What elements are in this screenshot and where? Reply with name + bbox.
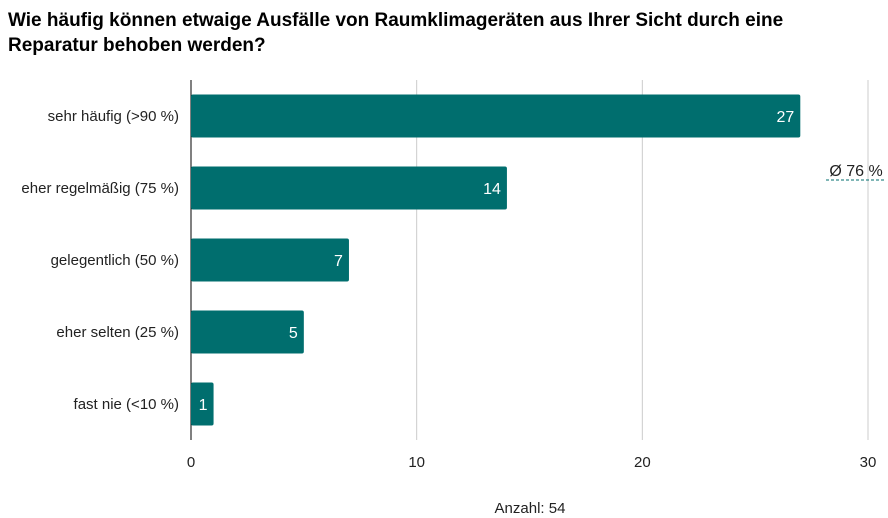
x-tick-label: 30 xyxy=(860,454,877,471)
data-label: 5 xyxy=(289,325,298,342)
category-label-box: sehr häufig (>90 %) xyxy=(47,107,179,125)
y-tick-label: eher selten (25 %) xyxy=(56,323,179,341)
category-label-box: eher regelmäßig (75 %) xyxy=(21,179,179,197)
category-label-box: fast nie (<10 %) xyxy=(73,395,179,413)
data-label: 27 xyxy=(777,109,795,126)
data-label: 1 xyxy=(199,397,208,414)
category-label-box: gelegentlich (50 %) xyxy=(50,251,179,269)
category-label-box: eher selten (25 %) xyxy=(56,323,179,341)
data-label: 7 xyxy=(334,253,343,270)
bar xyxy=(191,166,507,210)
y-tick-label: fast nie (<10 %) xyxy=(73,395,179,413)
x-tick-label: 10 xyxy=(408,454,425,471)
y-tick-label: sehr häufig (>90 %) xyxy=(47,107,179,125)
bar xyxy=(191,310,304,354)
x-axis-label: Anzahl: 54 xyxy=(495,500,566,517)
x-tick-label: 0 xyxy=(187,454,195,471)
y-tick-label: eher regelmäßig (75 %) xyxy=(21,179,179,197)
data-label: 14 xyxy=(483,181,501,198)
bar xyxy=(191,238,349,282)
y-tick-label: gelegentlich (50 %) xyxy=(50,251,179,269)
annotation: Ø 76 % xyxy=(829,163,882,180)
x-tick-label: 20 xyxy=(634,454,651,471)
bar xyxy=(191,94,801,138)
bar xyxy=(191,382,214,426)
chart-title: Wie häufig können etwaige Ausfälle von R… xyxy=(8,10,784,56)
